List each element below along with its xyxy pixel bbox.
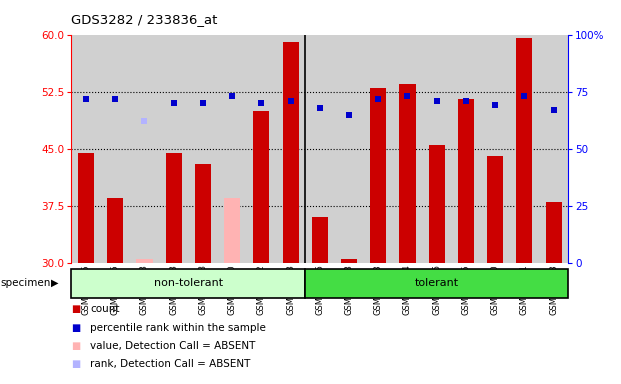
Bar	[71, 269, 305, 298]
Text: GDS3282 / 233836_at: GDS3282 / 233836_at	[71, 13, 218, 26]
Bar	[516, 38, 532, 263]
Text: count: count	[90, 304, 120, 314]
Bar	[78, 152, 94, 263]
Bar	[546, 202, 561, 263]
Text: ■: ■	[71, 359, 81, 369]
Text: specimen: specimen	[1, 278, 51, 288]
Bar	[195, 164, 211, 263]
Text: ■: ■	[71, 341, 81, 351]
Bar	[166, 152, 182, 263]
Text: ■: ■	[71, 323, 81, 333]
Text: tolerant: tolerant	[415, 278, 459, 288]
Bar	[305, 269, 568, 298]
Bar	[428, 145, 445, 263]
Bar	[107, 198, 124, 263]
Text: rank, Detection Call = ABSENT: rank, Detection Call = ABSENT	[90, 359, 250, 369]
Bar	[399, 84, 415, 263]
Text: non-tolerant: non-tolerant	[154, 278, 223, 288]
Bar	[283, 42, 299, 263]
Bar	[341, 259, 357, 263]
Bar	[458, 99, 474, 263]
Text: percentile rank within the sample: percentile rank within the sample	[90, 323, 266, 333]
Text: ▶: ▶	[51, 278, 58, 288]
Bar	[253, 111, 270, 263]
Bar	[137, 259, 153, 263]
Bar	[312, 217, 328, 263]
Bar	[487, 156, 503, 263]
Text: value, Detection Call = ABSENT: value, Detection Call = ABSENT	[90, 341, 255, 351]
Bar	[370, 88, 386, 263]
Bar	[224, 198, 240, 263]
Text: ■: ■	[71, 304, 81, 314]
